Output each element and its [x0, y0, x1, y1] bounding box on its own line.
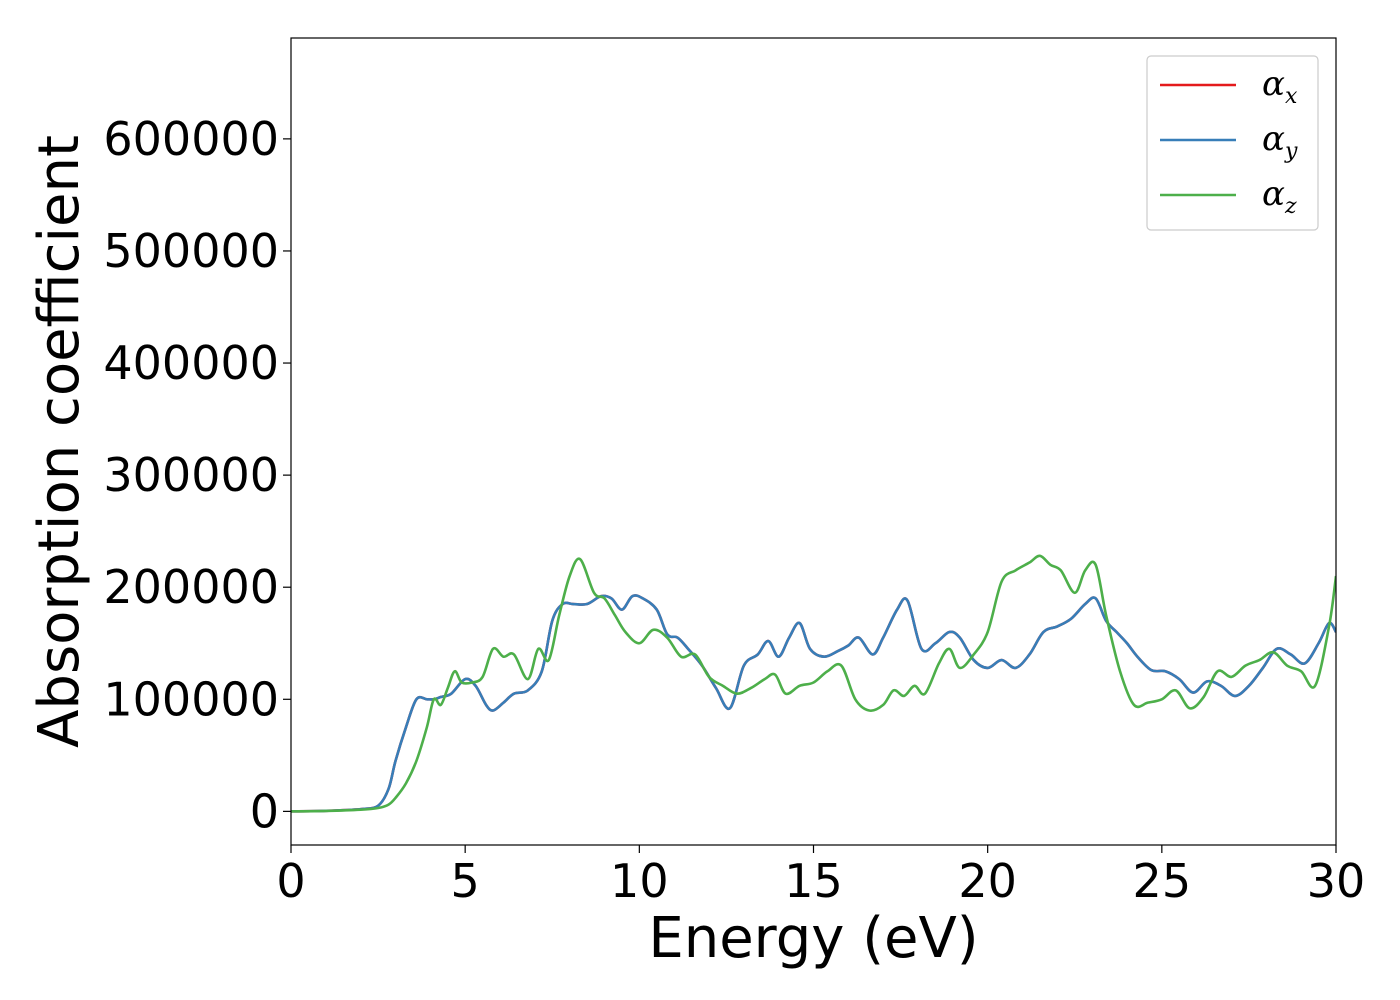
y-axis-label: Absorption coefficient [27, 135, 92, 748]
x-tick-label: 0 [276, 854, 305, 908]
y-tick-label: 100000 [103, 672, 279, 726]
y-tick-label: 600000 [103, 112, 279, 166]
series-line-y [291, 594, 1336, 813]
y-tick-label: 400000 [103, 336, 279, 390]
x-tick-label: 25 [1133, 854, 1192, 908]
x-tick-label: 30 [1307, 854, 1366, 908]
series-line-z [291, 554, 1336, 813]
x-axis-label: Energy (eV) [648, 906, 978, 971]
y-tick-label: 500000 [103, 224, 279, 278]
legend-label-z: αz [1262, 174, 1297, 219]
x-axis-ticks: 0 5 10 15 20 25 30 [276, 845, 1365, 908]
y-tick-label: 200000 [103, 560, 279, 614]
y-tick-label: 0 [250, 784, 279, 838]
y-tick-label: 300000 [103, 448, 279, 502]
series-line-x [291, 594, 1336, 813]
legend: αx αy αz [1146, 55, 1319, 231]
legend-label-y: αy [1262, 119, 1298, 164]
plot-lines [291, 554, 1336, 813]
x-tick-label: 20 [958, 854, 1017, 908]
legend-box [1146, 55, 1319, 231]
y-axis-ticks: 0 100000 200000 300000 400000 500000 600000 [103, 112, 291, 838]
x-tick-label: 15 [784, 854, 843, 908]
x-tick-label: 10 [610, 854, 669, 908]
legend-label-x: αx [1262, 64, 1298, 109]
x-tick-label: 5 [451, 854, 480, 908]
